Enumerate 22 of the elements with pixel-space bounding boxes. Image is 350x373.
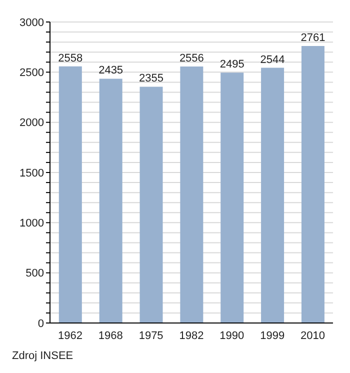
text: Zdroj INSEE: [12, 350, 74, 362]
x-tick-label: 1999: [260, 330, 285, 342]
data-label: 2544: [260, 54, 285, 66]
y-tick-label: 2500: [20, 67, 44, 80]
data-label: 2558: [58, 52, 83, 64]
data-label: 2556: [179, 52, 204, 65]
x-tick-label: 1990: [220, 330, 244, 342]
y-tick-label: 1000: [20, 218, 44, 230]
y-tick-label: 0: [38, 318, 44, 330]
y-tick-label: 3000: [20, 16, 44, 29]
x-tick-label: 1982: [179, 330, 204, 342]
x-tick-label: 1975: [138, 330, 164, 342]
y-tick-label: 2000: [20, 117, 44, 130]
y-tick-label: 1500: [20, 167, 44, 180]
x-tick-label: 2010: [300, 330, 326, 342]
data-label: 2495: [220, 58, 244, 71]
data-label: 2355: [139, 72, 164, 85]
x-tick-label: 1968: [98, 330, 123, 342]
y-tick-label: 500: [26, 268, 44, 280]
data-label: 2761: [300, 32, 326, 44]
x-tick-label: 1962: [58, 330, 82, 342]
data-label: 2435: [98, 64, 124, 77]
